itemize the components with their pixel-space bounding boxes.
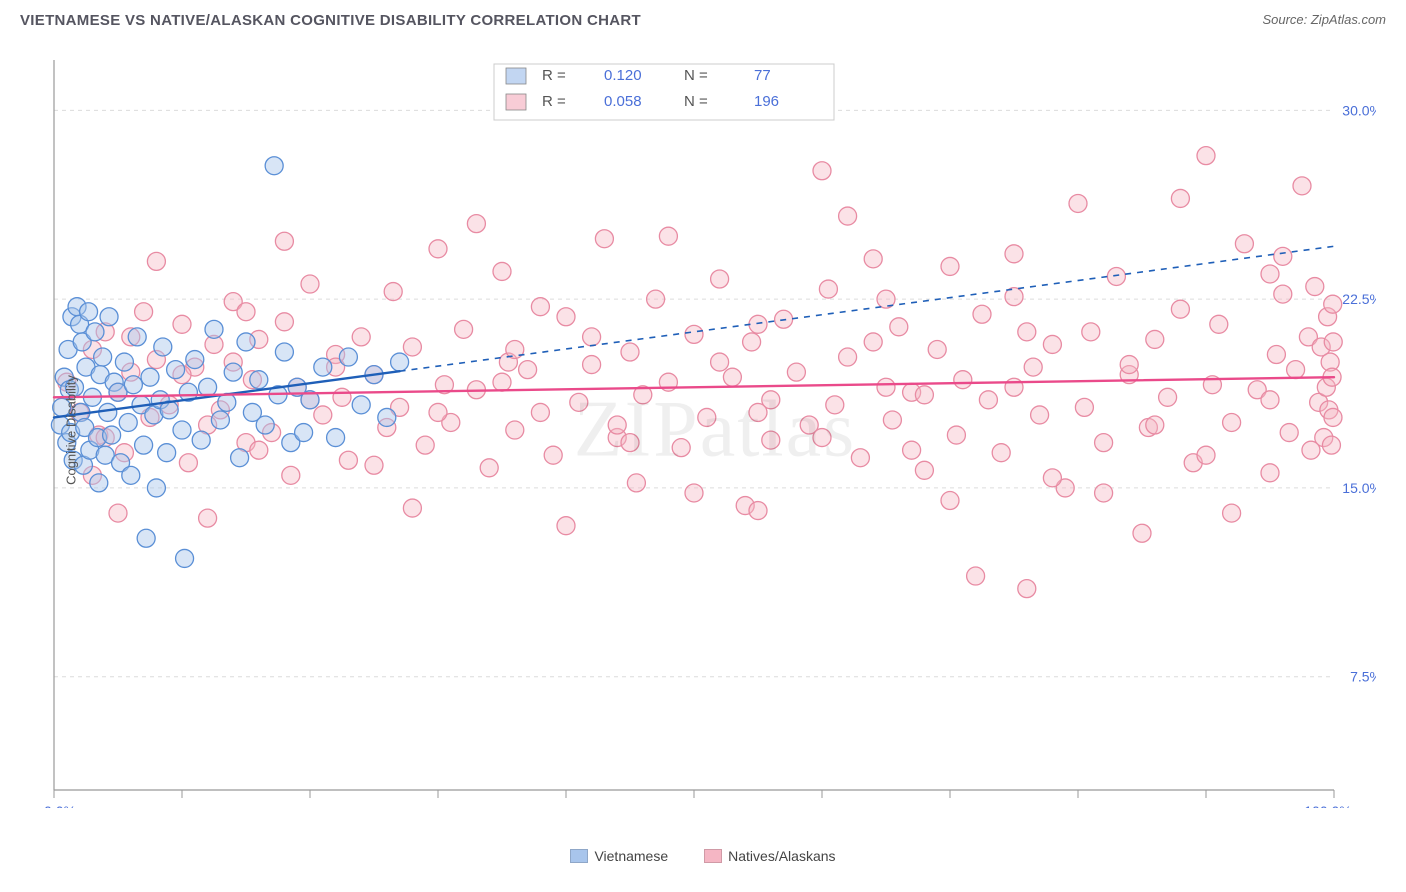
- legend-item-vietnamese: Vietnamese: [570, 848, 668, 864]
- svg-text:0.0%: 0.0%: [44, 803, 76, 808]
- chart-title: VIETNAMESE VS NATIVE/ALASKAN COGNITIVE D…: [20, 12, 641, 29]
- svg-text:R =: R =: [542, 67, 566, 84]
- svg-text:R =: R =: [542, 93, 566, 110]
- bottom-legend: Vietnamese Natives/Alaskans: [0, 848, 1406, 864]
- svg-text:77: 77: [754, 67, 771, 84]
- svg-text:N =: N =: [684, 93, 708, 110]
- source-label: Source: ZipAtlas.com: [1262, 12, 1386, 27]
- svg-text:196: 196: [754, 93, 779, 110]
- svg-text:30.0%: 30.0%: [1342, 102, 1376, 118]
- chart-area: Cognitive Disability 7.5% 15.0% 22.5% 30.0%…: [44, 48, 1386, 812]
- y-axis-label: Cognitive Disability: [63, 375, 78, 485]
- scatter-chart: 7.5% 15.0% 22.5% 30.0% 0.0% 100.0% R = 0.120 N =…: [44, 48, 1376, 808]
- svg-text:22.5%: 22.5%: [1342, 291, 1376, 307]
- svg-text:15.0%: 15.0%: [1342, 480, 1376, 496]
- svg-text:100.0%: 100.0%: [1304, 803, 1351, 808]
- legend-item-natives: Natives/Alaskans: [704, 848, 835, 864]
- svg-text:0.058: 0.058: [604, 93, 642, 110]
- svg-text:7.5%: 7.5%: [1350, 669, 1376, 685]
- svg-text:N =: N =: [684, 67, 708, 84]
- svg-text:0.120: 0.120: [604, 67, 642, 84]
